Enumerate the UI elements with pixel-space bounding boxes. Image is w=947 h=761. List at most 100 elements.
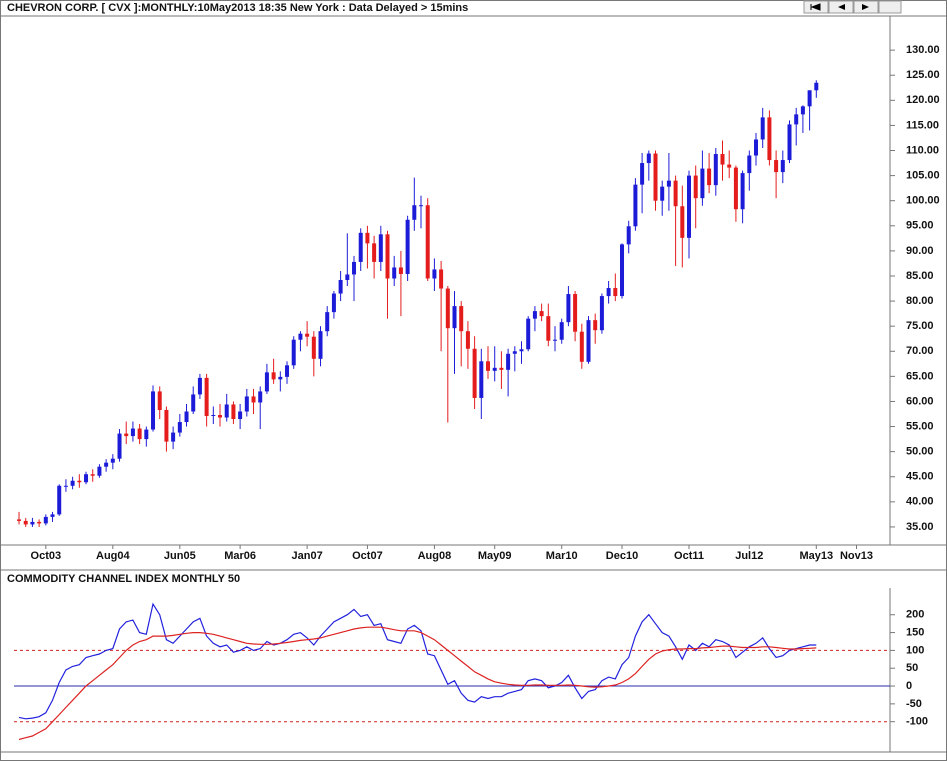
candle-body bbox=[740, 173, 745, 210]
nav-buttons bbox=[803, 0, 902, 14]
candle-body bbox=[593, 320, 598, 331]
candle-body bbox=[539, 311, 544, 317]
candle-body bbox=[720, 154, 725, 165]
candle-body bbox=[191, 394, 196, 412]
candle-body bbox=[17, 519, 22, 521]
y-tick-label: 200 bbox=[906, 609, 924, 621]
candle-body bbox=[184, 411, 189, 423]
candle-body bbox=[231, 404, 236, 420]
candle-body bbox=[566, 294, 571, 323]
candle-body bbox=[646, 153, 651, 164]
x-tick-label: Jun05 bbox=[164, 550, 196, 562]
candle-body bbox=[559, 322, 564, 340]
candle-body bbox=[613, 288, 618, 297]
candle-body bbox=[298, 333, 303, 340]
candle-body bbox=[586, 320, 591, 362]
candle-body bbox=[452, 306, 457, 329]
y-tick-label: 150 bbox=[906, 626, 924, 638]
candle-body bbox=[492, 367, 497, 371]
candle-body bbox=[238, 411, 243, 420]
nav-first-icon bbox=[810, 3, 821, 11]
candle-body bbox=[526, 318, 531, 350]
candle-body bbox=[117, 433, 122, 459]
candle-body bbox=[519, 349, 524, 352]
x-tick-label: Oct03 bbox=[31, 550, 62, 562]
candle-body bbox=[532, 311, 537, 319]
candle-body bbox=[285, 365, 290, 377]
candle-body bbox=[211, 415, 216, 417]
candle-body bbox=[63, 485, 68, 487]
candle-body bbox=[419, 205, 424, 207]
candle-body bbox=[251, 396, 256, 403]
candle-body bbox=[553, 339, 558, 341]
x-tick-label: May09 bbox=[478, 550, 512, 562]
x-tick-label: Aug08 bbox=[418, 550, 452, 562]
candle-body bbox=[311, 336, 316, 359]
x-tick-label: Nov13 bbox=[840, 550, 873, 562]
candle-body bbox=[365, 232, 370, 244]
y-tick-label: 100.00 bbox=[906, 195, 940, 207]
x-tick-label: Mar10 bbox=[546, 550, 578, 562]
candle-body bbox=[486, 361, 491, 371]
candle-body bbox=[640, 163, 645, 185]
y-tick-label: 70.00 bbox=[906, 345, 934, 357]
y-tick-label: 85.00 bbox=[906, 270, 934, 282]
candle-body bbox=[352, 261, 357, 275]
candle-body bbox=[37, 521, 42, 524]
nav-next-icon bbox=[862, 4, 869, 10]
candle-body bbox=[606, 288, 611, 297]
candle-body bbox=[204, 377, 209, 417]
candle-body bbox=[807, 90, 812, 107]
y-tick-label: -50 bbox=[906, 698, 922, 710]
y-tick-label: 125.00 bbox=[906, 69, 940, 81]
candle-body bbox=[30, 521, 35, 525]
candle-body bbox=[680, 206, 685, 238]
candle-body bbox=[620, 244, 625, 297]
candle-body bbox=[271, 372, 276, 380]
y-tick-label: 65.00 bbox=[906, 370, 934, 382]
y-tick-label: 90.00 bbox=[906, 245, 934, 257]
nav-last[interactable] bbox=[878, 0, 902, 14]
candle-body bbox=[144, 429, 149, 440]
candle-body bbox=[151, 391, 156, 430]
candle-body bbox=[43, 516, 48, 524]
cci-line bbox=[18, 602, 817, 720]
candle-body bbox=[459, 306, 464, 332]
x-tick-label: Jul12 bbox=[735, 550, 763, 562]
y-tick-label: 0 bbox=[906, 680, 912, 692]
candle-body bbox=[800, 106, 805, 115]
candle-body bbox=[77, 480, 82, 483]
candle-body bbox=[124, 433, 129, 437]
y-tick-label: 115.00 bbox=[906, 119, 939, 131]
candle-body bbox=[546, 316, 551, 341]
y-tick-label: 120.00 bbox=[906, 94, 940, 106]
x-tick-label: Mar06 bbox=[224, 550, 256, 562]
candle-body bbox=[325, 312, 330, 332]
candle-body bbox=[130, 428, 135, 437]
candle-body bbox=[398, 267, 403, 274]
y-tick-label: 95.00 bbox=[906, 220, 934, 232]
y-tick-label: 130.00 bbox=[906, 44, 940, 56]
candle-body bbox=[291, 339, 296, 366]
candle-body bbox=[707, 168, 712, 186]
candle-body bbox=[700, 168, 705, 199]
candle-body bbox=[465, 331, 470, 349]
x-tick-label: Oct07 bbox=[352, 550, 383, 562]
candle-body bbox=[412, 205, 417, 220]
y-tick-label: 55.00 bbox=[906, 420, 934, 432]
candle-body bbox=[780, 160, 785, 173]
candle-body bbox=[264, 372, 269, 392]
candle-body bbox=[392, 267, 397, 279]
candle-body bbox=[70, 480, 75, 486]
candle-body bbox=[278, 376, 283, 380]
x-tick-label: Jan07 bbox=[292, 550, 323, 562]
y-tick-label: 75.00 bbox=[906, 320, 934, 332]
candle-body bbox=[794, 114, 799, 125]
candle-body bbox=[760, 117, 765, 140]
candle-body bbox=[814, 82, 819, 91]
candle-body bbox=[673, 180, 678, 207]
candle-body bbox=[579, 331, 584, 362]
candle-body bbox=[372, 243, 377, 262]
candle-body bbox=[599, 296, 604, 331]
